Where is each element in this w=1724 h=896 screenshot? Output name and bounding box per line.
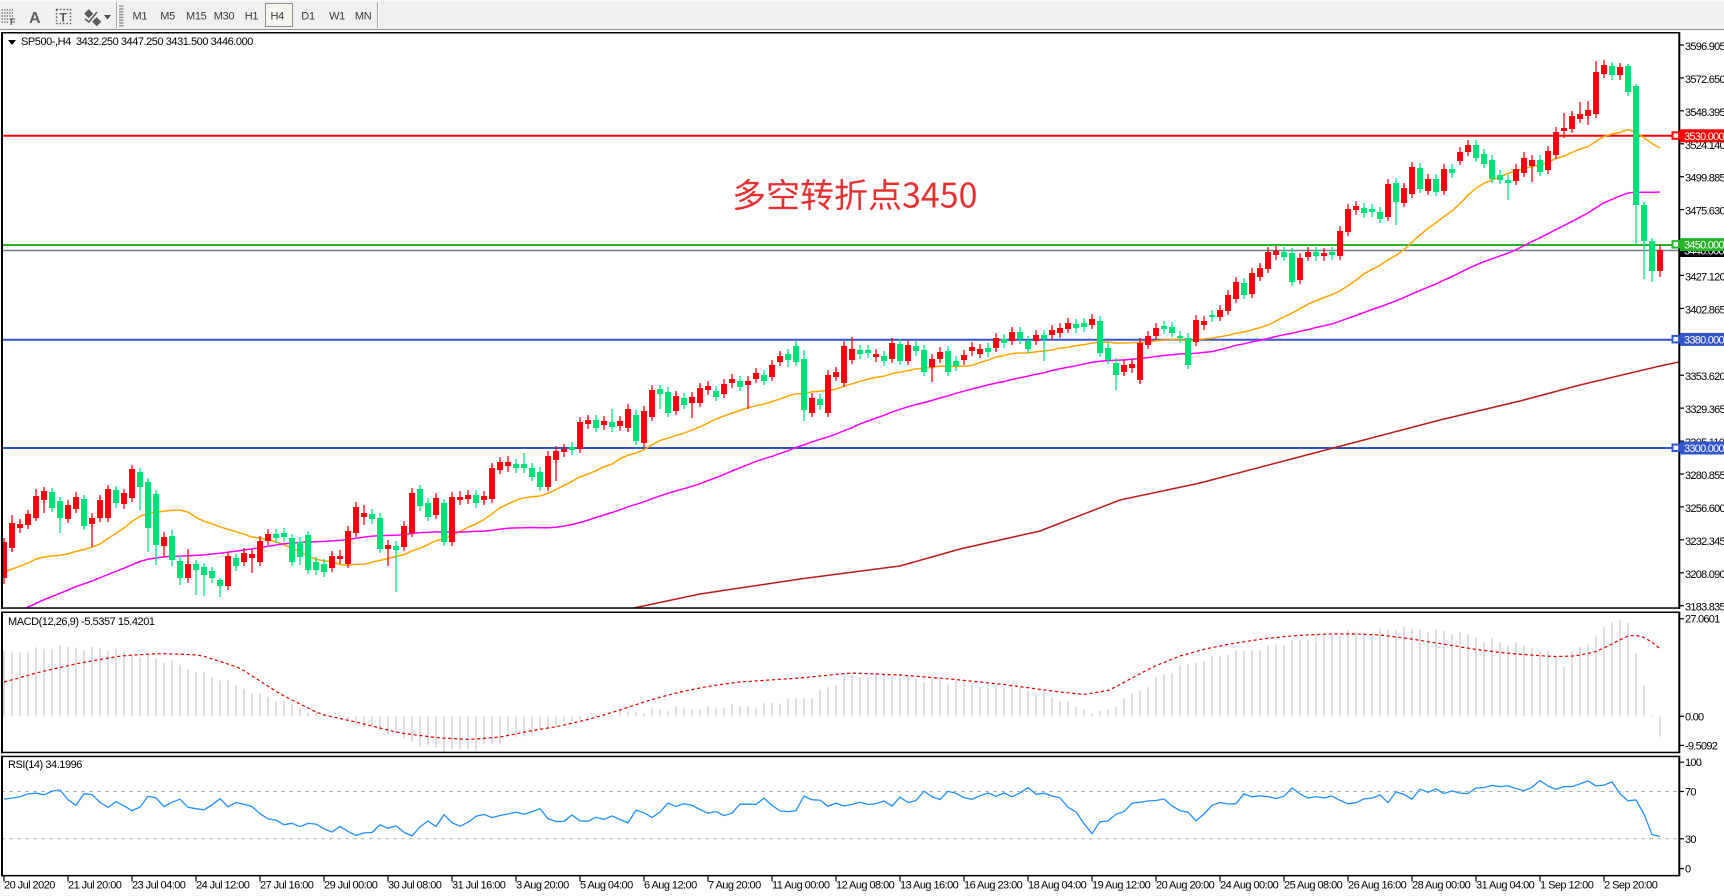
svg-text:H1: H1 bbox=[245, 11, 259, 23]
svg-text:18 Aug 04:00: 18 Aug 04:00 bbox=[1028, 879, 1087, 891]
svg-text:31 Aug 04:00: 31 Aug 04:00 bbox=[1476, 879, 1535, 891]
svg-text:F: F bbox=[10, 17, 16, 27]
svg-text:3524.140: 3524.140 bbox=[1685, 140, 1724, 152]
svg-text:3475.630: 3475.630 bbox=[1685, 206, 1724, 218]
svg-text:11 Aug 00:00: 11 Aug 00:00 bbox=[772, 879, 830, 891]
svg-text:26 Aug 16:00: 26 Aug 16:00 bbox=[1348, 879, 1407, 891]
svg-text:D1: D1 bbox=[301, 11, 315, 23]
svg-text:0.00: 0.00 bbox=[1685, 711, 1704, 723]
svg-text:21 Jul 20:00: 21 Jul 20:00 bbox=[68, 879, 122, 891]
svg-text:3402.865: 3402.865 bbox=[1685, 304, 1724, 316]
svg-text:3572.650: 3572.650 bbox=[1685, 74, 1724, 86]
svg-text:-9.5092: -9.5092 bbox=[1685, 740, 1718, 752]
svg-text:2 Sep 20:00: 2 Sep 20:00 bbox=[1604, 879, 1658, 891]
svg-text:H4: H4 bbox=[271, 11, 285, 23]
svg-text:3380.000: 3380.000 bbox=[1684, 334, 1724, 346]
svg-text:16 Aug 23:00: 16 Aug 23:00 bbox=[964, 879, 1023, 891]
svg-text:30 Jul 08:00: 30 Jul 08:00 bbox=[388, 879, 442, 891]
svg-text:25 Aug 08:00: 25 Aug 08:00 bbox=[1284, 879, 1343, 891]
svg-text:M5: M5 bbox=[160, 11, 175, 23]
svg-text:28 Aug 00:00: 28 Aug 00:00 bbox=[1412, 879, 1471, 891]
svg-text:19 Aug 12:00: 19 Aug 12:00 bbox=[1092, 879, 1151, 891]
svg-text:3256.600: 3256.600 bbox=[1685, 503, 1724, 515]
svg-text:31 Jul 16:00: 31 Jul 16:00 bbox=[452, 879, 506, 891]
svg-text:3 Aug 20:00: 3 Aug 20:00 bbox=[516, 879, 569, 891]
svg-text:W1: W1 bbox=[329, 11, 345, 23]
svg-text:MACD(12,26,9) -5.5357 15.4201: MACD(12,26,9) -5.5357 15.4201 bbox=[8, 616, 155, 628]
svg-text:3329.365: 3329.365 bbox=[1685, 404, 1724, 416]
svg-text:3596.905: 3596.905 bbox=[1685, 41, 1724, 53]
svg-text:1 Sep 12:00: 1 Sep 12:00 bbox=[1540, 879, 1594, 891]
svg-text:3353.620: 3353.620 bbox=[1685, 371, 1724, 383]
svg-text:3530.000: 3530.000 bbox=[1684, 131, 1724, 143]
svg-text:12 Aug 08:00: 12 Aug 08:00 bbox=[836, 879, 895, 891]
svg-text:7 Aug 20:00: 7 Aug 20:00 bbox=[708, 879, 761, 891]
svg-text:13 Aug 16:00: 13 Aug 16:00 bbox=[900, 879, 959, 891]
svg-text:0: 0 bbox=[1685, 864, 1691, 876]
svg-text:24 Jul 12:00: 24 Jul 12:00 bbox=[196, 879, 250, 891]
svg-text:5 Aug 04:00: 5 Aug 04:00 bbox=[580, 879, 633, 891]
svg-text:SP500-,H4 3432.250 3447.250 3: SP500-,H4 3432.250 3447.250 3431.500 344… bbox=[21, 36, 253, 48]
svg-text:3300.000: 3300.000 bbox=[1684, 443, 1724, 455]
svg-text:T: T bbox=[60, 11, 68, 25]
svg-text:3450.000: 3450.000 bbox=[1684, 240, 1724, 252]
svg-text:3499.885: 3499.885 bbox=[1685, 173, 1724, 185]
svg-text:3232.345: 3232.345 bbox=[1685, 536, 1724, 548]
svg-text:A: A bbox=[29, 10, 41, 27]
svg-text:3548.395: 3548.395 bbox=[1685, 107, 1724, 119]
svg-text:M30: M30 bbox=[214, 11, 235, 23]
svg-text:24 Aug 00:00: 24 Aug 00:00 bbox=[1220, 879, 1279, 891]
svg-text:30: 30 bbox=[1685, 834, 1696, 846]
svg-text:20 Jul 2020: 20 Jul 2020 bbox=[4, 879, 55, 891]
svg-text:3427.120: 3427.120 bbox=[1685, 271, 1724, 283]
svg-text:3280.855: 3280.855 bbox=[1685, 470, 1724, 482]
svg-text:6 Aug 12:00: 6 Aug 12:00 bbox=[644, 879, 697, 891]
svg-text:RSI(14) 34.1996: RSI(14) 34.1996 bbox=[8, 759, 82, 771]
svg-text:23 Jul 04:00: 23 Jul 04:00 bbox=[132, 879, 186, 891]
svg-text:M15: M15 bbox=[186, 11, 207, 23]
svg-text:MN: MN bbox=[355, 11, 372, 23]
svg-text:29 Jul 00:00: 29 Jul 00:00 bbox=[324, 879, 378, 891]
svg-text:70: 70 bbox=[1685, 787, 1696, 799]
svg-text:20 Aug 20:00: 20 Aug 20:00 bbox=[1156, 879, 1215, 891]
svg-text:3183.835: 3183.835 bbox=[1685, 602, 1724, 614]
svg-text:27 Jul 16:00: 27 Jul 16:00 bbox=[260, 879, 314, 891]
svg-text:27.0601: 27.0601 bbox=[1685, 614, 1720, 626]
svg-text:M1: M1 bbox=[133, 11, 148, 23]
svg-text:100: 100 bbox=[1685, 757, 1702, 769]
svg-text:3208.090: 3208.090 bbox=[1685, 569, 1724, 581]
